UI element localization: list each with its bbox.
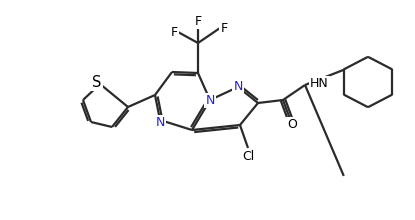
Text: HN: HN (310, 77, 329, 90)
Text: O: O (287, 117, 297, 130)
Text: Cl: Cl (242, 150, 254, 163)
Text: S: S (92, 75, 102, 90)
Text: F: F (220, 22, 227, 35)
Text: F: F (171, 26, 178, 38)
Text: N: N (155, 116, 165, 128)
Text: N: N (205, 94, 215, 106)
Text: F: F (195, 15, 202, 28)
Text: N: N (233, 79, 243, 92)
